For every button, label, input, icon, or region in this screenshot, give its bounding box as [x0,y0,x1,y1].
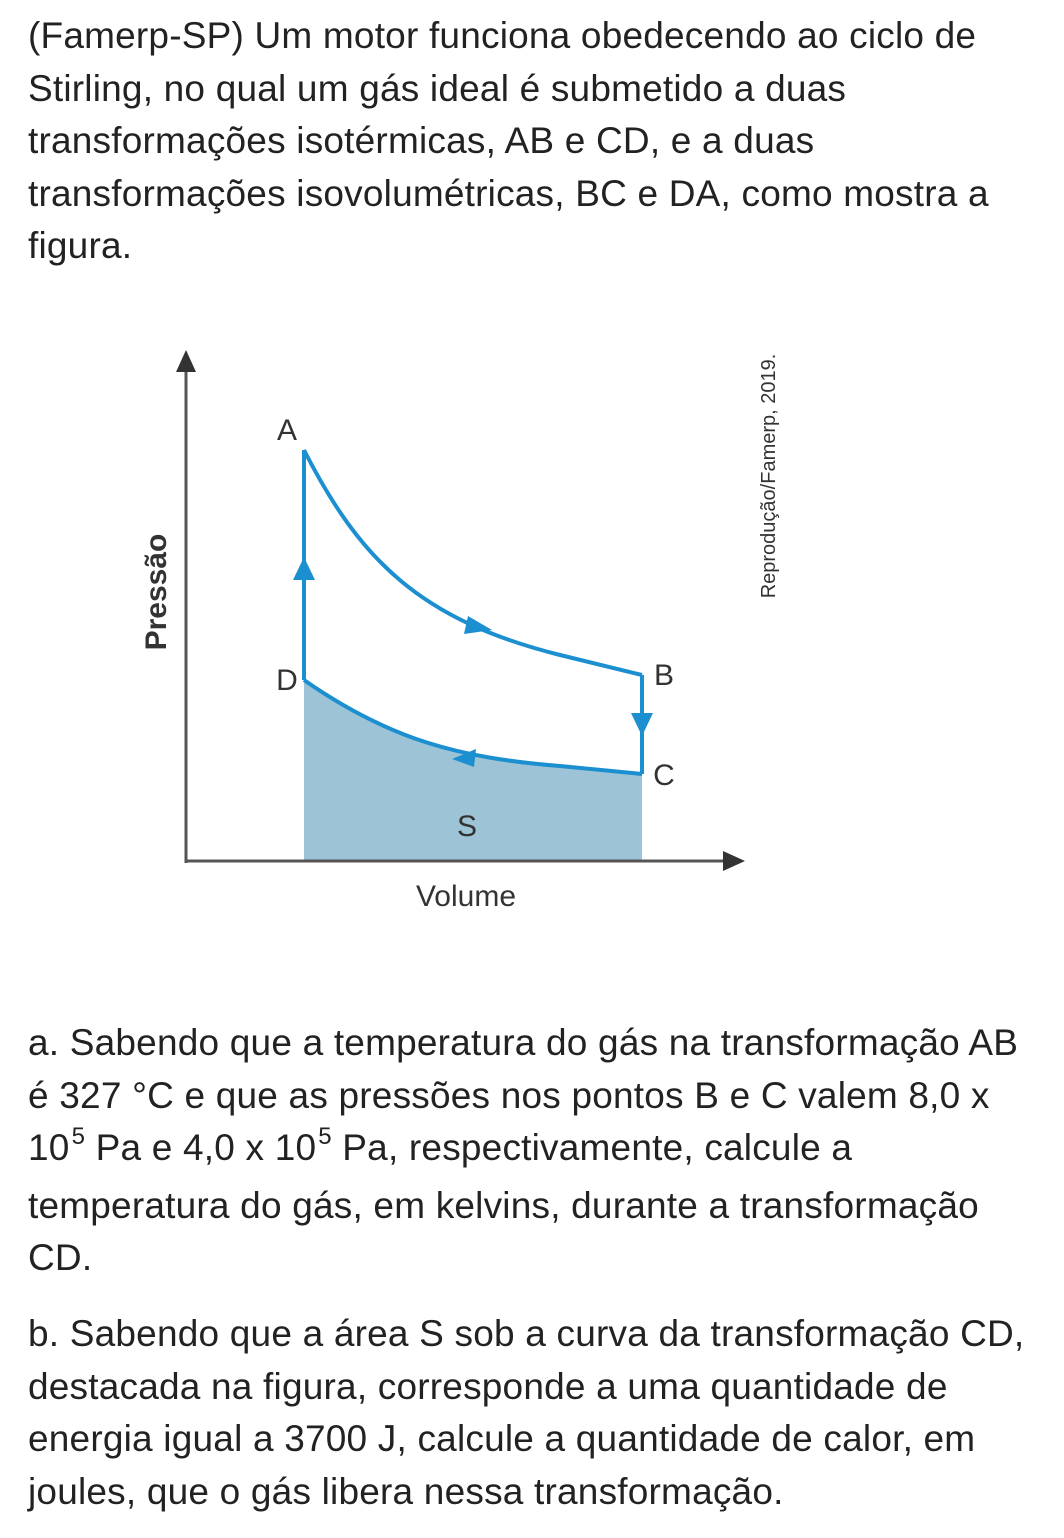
label-point-a: A [277,414,297,447]
label-area-s: S [457,810,477,843]
label-point-d: D [276,664,298,697]
figure-credit: Reprodução/Famerp, 2019. [758,354,780,599]
arrow-right-ab-icon [464,616,492,634]
question-a-text-2: Pa e 4,0 x 10 [85,1127,317,1168]
y-axis-arrow-icon [176,350,196,372]
isotherm-cd [302,678,643,776]
x-axis-label: Volume [416,880,516,913]
label-point-b: B [654,659,674,692]
question-b: b. Sabendo que a área S sob a curva da t… [28,1313,1025,1512]
x-axis-arrow-icon [723,851,745,871]
label-point-c: C [653,759,675,792]
exponent-1: 5 [71,1123,86,1150]
question-a-text-3: Pa, respectivamente, calcule a temperatu… [28,1127,979,1278]
arrow-down-bc-icon [631,713,653,736]
isotherm-ab [302,449,643,677]
question-a-text-1: a. Sabendo que a temperatura do gás na t… [28,1022,1019,1168]
arrow-up-da-icon [293,557,315,580]
area-s-shaded [304,680,642,862]
question-a: a. Sabendo que a temperatura do gás na t… [28,1017,1038,1285]
arrow-left-cd-icon [452,749,476,767]
problem-statement: (Famerp-SP) Um motor funciona obedecendo… [28,15,989,266]
exponent-2: 5 [318,1123,332,1150]
stirling-cycle-diagram: A B C D S Pressão Volume Reprodução/Fame… [140,350,780,913]
y-axis-label: Pressão [140,534,173,651]
